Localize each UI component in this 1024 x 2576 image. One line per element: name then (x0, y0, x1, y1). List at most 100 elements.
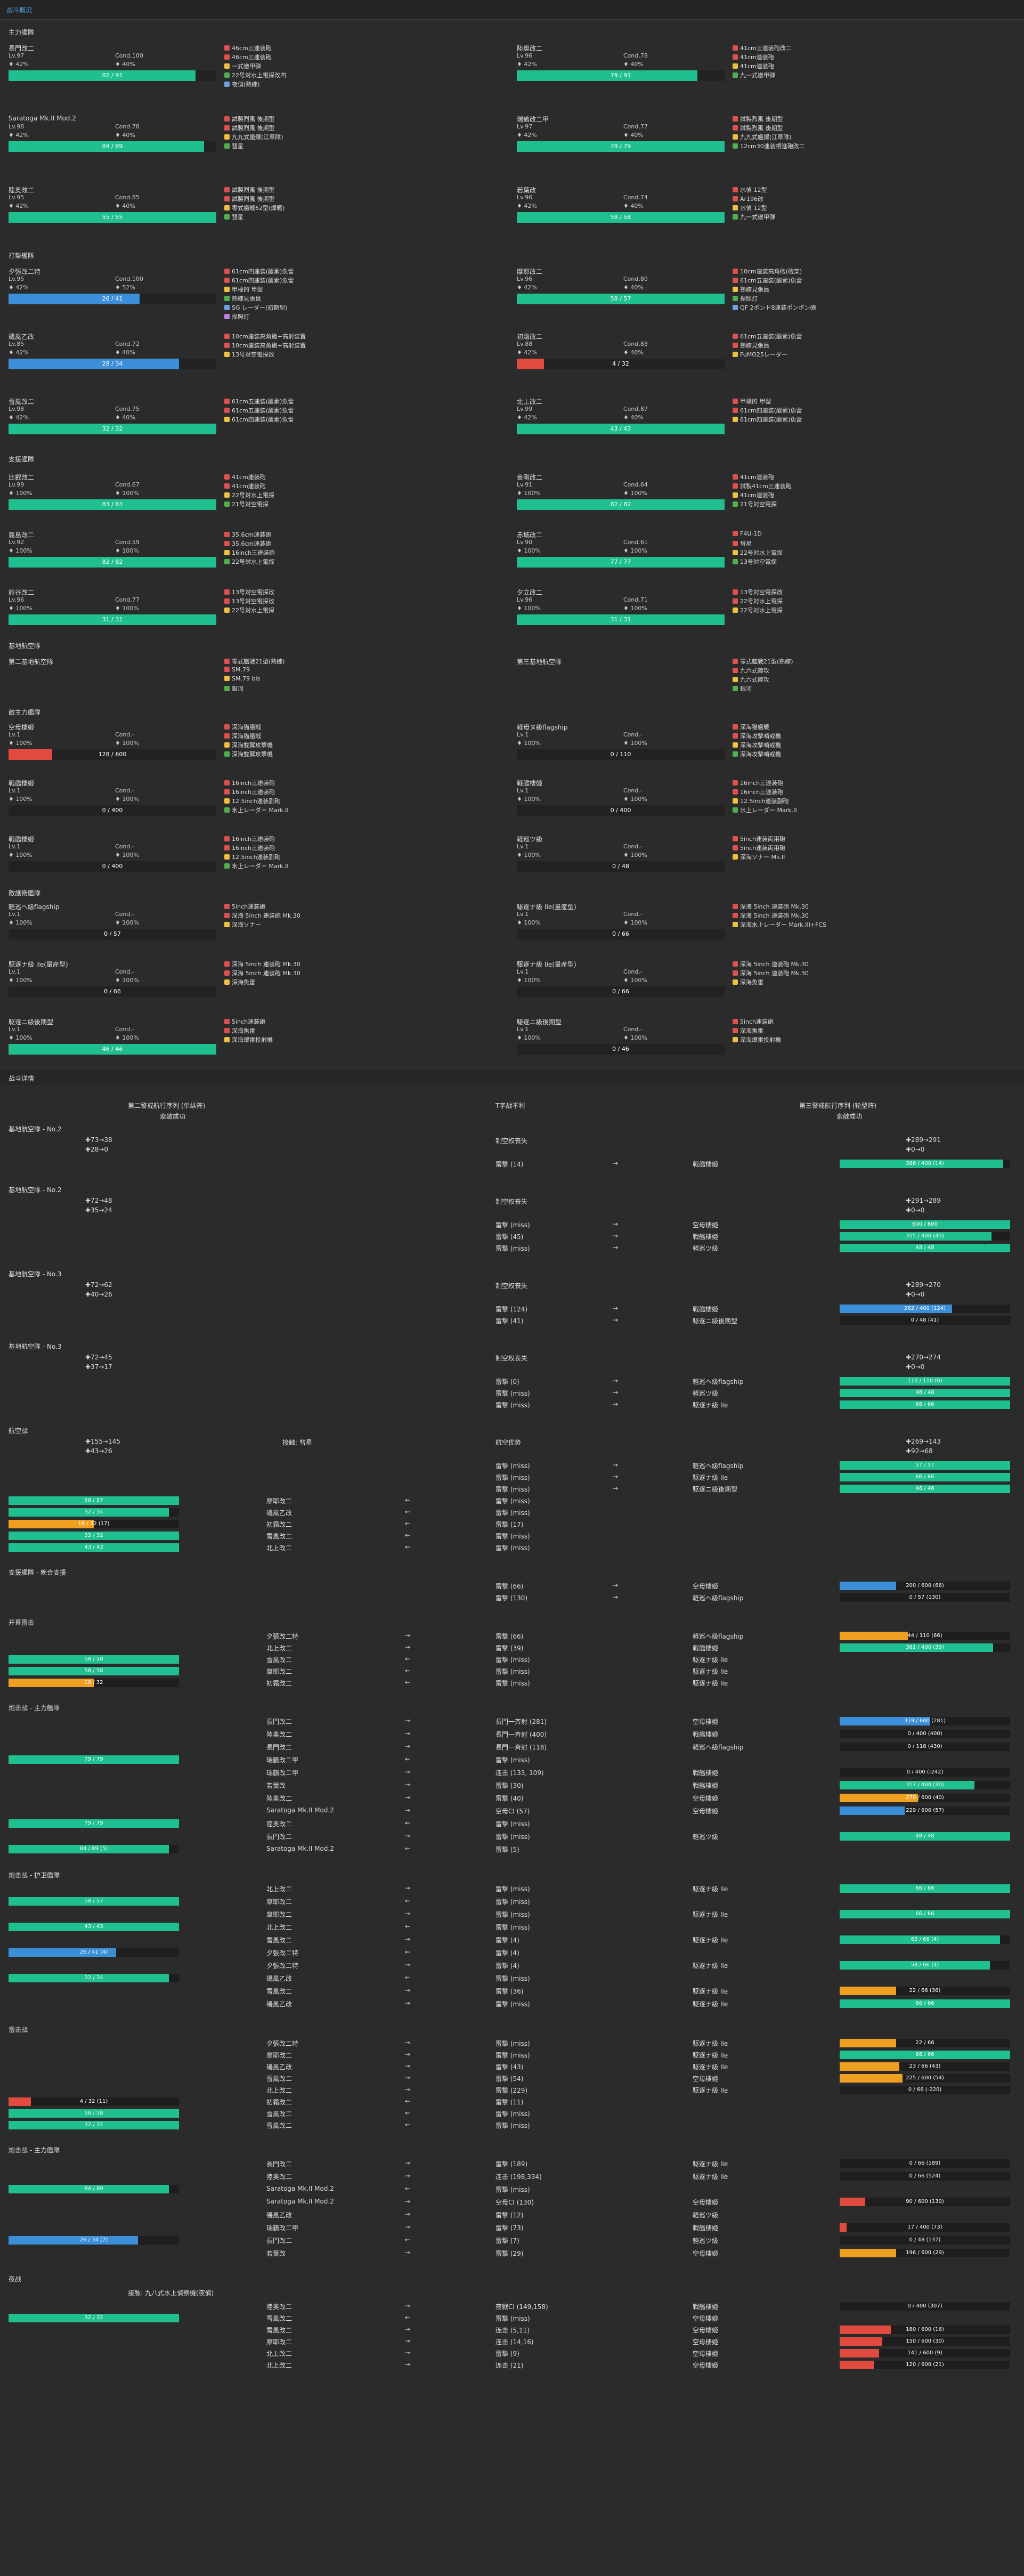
equip-item[interactable]: 16inch三連装砲 (224, 548, 501, 557)
equip-item[interactable]: 61cm四連装(酸素)魚雷 (224, 276, 501, 285)
equip-item[interactable]: 46cm三連装砲 (224, 44, 501, 53)
ship-name[interactable]: 空母棲姫 (9, 724, 35, 731)
equip-item[interactable]: 熟練見張員 (733, 341, 1010, 350)
ship-name[interactable]: 夕張改二特 (9, 268, 41, 276)
ship-name[interactable]: 陸奥改二 (517, 45, 543, 52)
equip-item[interactable]: 深海ソナー Mk.II (733, 853, 1010, 862)
equip-item[interactable]: 深海 5inch 連装砲 Mk.30 (733, 960, 1010, 969)
equip-item[interactable]: 12.5inch連装副砲 (733, 797, 1010, 806)
equip-item[interactable]: 10cm連装高角砲+高射装置 (224, 332, 501, 341)
equip-item[interactable]: 銀河 (224, 684, 501, 693)
ship-name[interactable]: 鈴谷改二 (9, 589, 35, 596)
equip-item[interactable]: 22号対水上電探 (224, 606, 501, 615)
equip-item[interactable]: 零式艦戦62型(爆戦) (224, 204, 501, 213)
equip-item[interactable]: 深海ソナー (224, 920, 501, 929)
equip-item[interactable]: 深海魚雷 (733, 1026, 1010, 1035)
equip-item[interactable]: 彗星 (224, 213, 501, 222)
equip-item[interactable]: 甲標的 甲型 (733, 397, 1010, 406)
ship-name[interactable]: 駆逐ナ級 IIe(量産型) (517, 903, 576, 911)
equip-item[interactable]: 22号対水上電探 (733, 597, 1010, 606)
equip-item[interactable]: 深海 5inch 連装砲 Mk.30 (733, 902, 1010, 911)
equip-item[interactable]: 深海雙翼攻撃機 (224, 741, 501, 750)
equip-item[interactable]: 水上レーダー Mark.II (224, 862, 501, 871)
equip-item[interactable]: 試製烈風 後期型 (224, 115, 501, 124)
equip-item[interactable]: 61cm四連装(酸素)魚雷 (733, 415, 1010, 424)
equip-item[interactable]: 深海攻撃哨戒機 (733, 750, 1010, 759)
base-name[interactable]: 第二基地航空隊 (9, 658, 54, 666)
equip-item[interactable]: 21号対空電探 (733, 500, 1010, 509)
equip-item[interactable]: 12.5inch連装副砲 (224, 797, 501, 806)
equip-item[interactable]: 21号対空電探 (224, 500, 501, 509)
equip-item[interactable]: 試製烈風 後期型 (224, 124, 501, 133)
equip-item[interactable]: 深海雙翼攻撃機 (224, 750, 501, 759)
equip-item[interactable]: 深海猫艦戦 (224, 723, 501, 732)
equip-item[interactable]: 深海 5inch 連装砲 Mk.30 (224, 960, 501, 969)
equip-item[interactable]: SG レーダー(初期型) (224, 303, 501, 312)
equip-item[interactable]: 61cm四連装(酸素)魚雷 (733, 406, 1010, 415)
ship-name[interactable]: 駆逐ナ級 IIe(量産型) (9, 961, 68, 968)
equip-item[interactable]: 13号対空電探改 (733, 588, 1010, 597)
equip-item[interactable]: 銀河 (733, 684, 1010, 693)
equip-item[interactable]: 深海 5inch 連装砲 Mk.30 (224, 969, 501, 978)
ship-name[interactable]: 戦艦棲姫 (517, 780, 543, 787)
equip-item[interactable]: 零式艦戦21型(熟練) (733, 657, 1010, 666)
equip-item[interactable]: F4U-1D (733, 530, 1010, 539)
ship-name[interactable]: 磯風乙改 (9, 333, 35, 341)
equip-item[interactable]: 探照灯 (224, 312, 501, 321)
equip-item[interactable]: 深海魚雷 (733, 978, 1010, 987)
equip-item[interactable]: 深海魚雷 (224, 1026, 501, 1035)
equip-item[interactable]: 5inch連装両用砲 (733, 844, 1010, 853)
equip-item[interactable]: 水偵 12型 (733, 204, 1010, 213)
equip-item[interactable]: 13号対空電探 (733, 557, 1010, 566)
equip-item[interactable]: 5inch連装砲 (733, 1017, 1010, 1026)
ship-name[interactable]: 陸奥改二 (9, 187, 35, 194)
equip-item[interactable]: QF 2ポンド8連装ポンポン砲 (733, 303, 1010, 312)
ship-name[interactable]: 雪風改二 (9, 398, 35, 406)
equip-item[interactable]: 深海魚雷 (224, 978, 501, 987)
ship-name[interactable]: 若葉改 (517, 187, 537, 194)
equip-item[interactable]: 5inch連装両用砲 (733, 835, 1010, 844)
equip-item[interactable]: 深海攻撃哨戒機 (733, 741, 1010, 750)
equip-item[interactable]: 深海水上レーダー Mark.III+FCS (733, 920, 1010, 929)
equip-item[interactable]: 22号対水上電探改四 (224, 71, 501, 80)
ship-name[interactable]: 駆逐ニ級後期型 (517, 1018, 562, 1026)
ship-name[interactable]: 赤城改二 (517, 531, 543, 539)
equip-item[interactable]: 41cm連装砲 (733, 491, 1010, 500)
equip-item[interactable]: 16inch三連装砲 (224, 835, 501, 844)
equip-item[interactable]: 探照灯 (733, 294, 1010, 303)
equip-item[interactable]: 深海猫艦戦 (733, 723, 1010, 732)
equip-item[interactable]: 九九式艦爆(江草隊) (224, 133, 501, 142)
equip-item[interactable]: FuMO25レーダー (733, 350, 1010, 359)
equip-item[interactable]: 41cm連装砲 (224, 482, 501, 491)
equip-item[interactable]: 61cm五連装(酸素)魚雷 (733, 276, 1010, 285)
ship-name[interactable]: 金剛改二 (517, 474, 543, 481)
ship-name[interactable]: 駆逐ナ級 IIe(量産型) (517, 961, 576, 968)
equip-item[interactable]: 22号対水上電探 (733, 548, 1010, 557)
equip-item[interactable]: 16inch三連装砲 (224, 788, 501, 797)
equip-item[interactable]: 零式艦戦21型(熟練) (224, 657, 501, 666)
equip-item[interactable]: 61cm五連装(酸素)魚雷 (224, 397, 501, 406)
equip-item[interactable]: 61cm五連装(酸素)魚雷 (733, 332, 1010, 341)
equip-item[interactable]: 彗星 (224, 142, 501, 151)
equip-item[interactable]: 41cm三連装砲改二 (733, 44, 1010, 53)
equip-item[interactable]: 深海 5inch 連装砲 Mk.30 (733, 969, 1010, 978)
equip-item[interactable]: 深海攻撃哨戒機 (733, 732, 1010, 741)
equip-item[interactable]: 61cm四連装(酸素)魚雷 (224, 415, 501, 424)
ship-name[interactable]: Saratoga Mk.II Mod.2 (9, 115, 76, 122)
equip-item[interactable]: 熟練見張員 (224, 294, 501, 303)
ship-name[interactable]: 瑞鶴改二甲 (517, 116, 549, 123)
ship-name[interactable]: 比叡改二 (9, 474, 35, 481)
equip-item[interactable]: 甲標的 甲型 (224, 285, 501, 294)
equip-item[interactable]: 16inch三連装砲 (224, 779, 501, 788)
equip-item[interactable]: 九六式陸攻 (733, 675, 1010, 684)
ship-name[interactable]: 北上改二 (517, 398, 543, 406)
equip-item[interactable]: 試製烈風 後期型 (733, 124, 1010, 133)
ship-name[interactable]: 夕立改二 (517, 589, 543, 596)
equip-item[interactable]: 深海爆雷投射機 (733, 1035, 1010, 1044)
equip-item[interactable]: 深海爆雷投射機 (224, 1035, 501, 1044)
equip-item[interactable]: 35.6cm連装砲 (224, 539, 501, 548)
equip-item[interactable]: 46cm三連装砲 (224, 53, 501, 62)
equip-item[interactable]: 12cm30連装噴進砲改二 (733, 142, 1010, 151)
equip-item[interactable]: 試製烈風 後期型 (733, 115, 1010, 124)
equip-item[interactable]: 九一式徹甲弾 (733, 213, 1010, 222)
